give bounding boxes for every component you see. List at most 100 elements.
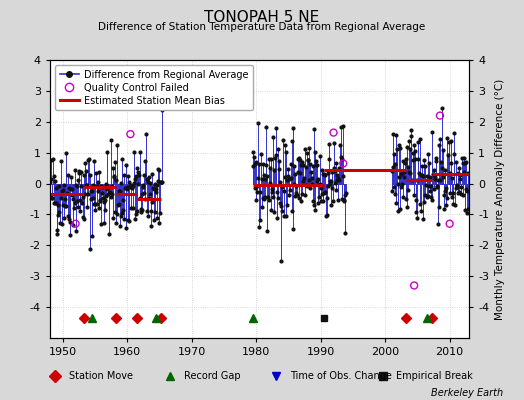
Point xyxy=(439,147,447,153)
Point xyxy=(69,222,78,228)
Point xyxy=(401,156,410,162)
Point xyxy=(455,189,463,196)
Point xyxy=(270,208,279,215)
Point xyxy=(115,223,124,230)
Point xyxy=(128,183,137,190)
Point xyxy=(453,184,461,190)
Point xyxy=(296,170,304,176)
Point xyxy=(269,194,277,200)
Point xyxy=(450,130,458,136)
Point xyxy=(82,182,91,188)
Point xyxy=(432,155,440,161)
Point xyxy=(104,191,113,198)
Point xyxy=(116,212,125,219)
Point xyxy=(276,200,284,206)
Point xyxy=(278,184,286,190)
Point xyxy=(322,213,330,220)
Point xyxy=(117,179,125,186)
Point xyxy=(300,174,308,181)
Point xyxy=(93,201,101,208)
Point xyxy=(113,211,122,218)
Point xyxy=(452,185,460,192)
Point xyxy=(293,156,302,163)
Point xyxy=(84,156,92,163)
Point xyxy=(108,215,117,221)
Point xyxy=(104,184,112,190)
Point xyxy=(288,208,297,214)
Point xyxy=(123,184,132,190)
Point xyxy=(409,142,418,148)
Point xyxy=(147,208,155,214)
Point xyxy=(319,198,327,204)
Point xyxy=(331,180,339,186)
Point xyxy=(142,131,150,137)
Point xyxy=(388,168,396,174)
Point xyxy=(429,170,437,177)
Point xyxy=(53,202,62,208)
Point xyxy=(81,160,89,167)
Point xyxy=(118,206,127,213)
Point xyxy=(136,206,145,212)
Point xyxy=(451,201,459,208)
Point xyxy=(48,195,56,201)
Point xyxy=(58,188,66,194)
Point xyxy=(323,195,331,202)
Point xyxy=(414,139,423,145)
Point xyxy=(63,190,71,196)
Point xyxy=(320,190,329,196)
Point xyxy=(427,183,435,190)
Point xyxy=(148,199,156,206)
Point xyxy=(425,188,434,195)
Point xyxy=(49,156,57,162)
Point xyxy=(258,195,267,201)
Point xyxy=(272,152,280,158)
Point xyxy=(134,169,142,175)
Point xyxy=(150,186,158,192)
Point xyxy=(266,165,275,171)
Point xyxy=(461,207,469,214)
Point xyxy=(74,167,83,174)
Point xyxy=(324,141,333,147)
Point xyxy=(121,216,129,223)
Point xyxy=(55,209,63,216)
Point xyxy=(323,182,332,189)
Point xyxy=(319,171,328,178)
Point xyxy=(431,158,440,164)
Point xyxy=(270,167,278,174)
Point xyxy=(315,153,324,160)
Point xyxy=(277,202,286,209)
Point xyxy=(94,188,102,194)
Point xyxy=(136,195,144,201)
Point xyxy=(427,194,435,200)
Point xyxy=(47,176,55,182)
Point xyxy=(259,160,267,167)
Point xyxy=(120,172,128,178)
Point xyxy=(444,152,452,158)
Point xyxy=(426,174,434,180)
Point xyxy=(62,203,70,209)
Point xyxy=(305,160,314,167)
Point xyxy=(46,193,54,199)
Point xyxy=(453,190,462,196)
Point xyxy=(435,204,443,210)
Point xyxy=(454,170,462,176)
Point xyxy=(421,163,429,170)
Point xyxy=(342,190,350,197)
Point xyxy=(268,189,277,196)
Point xyxy=(66,232,74,238)
Point xyxy=(285,176,293,182)
Point xyxy=(416,136,424,142)
Point xyxy=(126,131,135,137)
Point xyxy=(338,156,346,162)
Point xyxy=(253,189,261,196)
Point xyxy=(78,168,86,175)
Point xyxy=(441,188,450,194)
Point xyxy=(311,207,319,214)
Point xyxy=(133,207,141,214)
Point xyxy=(144,213,152,219)
Legend: Difference from Regional Average, Quality Control Failed, Estimated Station Mean: Difference from Regional Average, Qualit… xyxy=(54,65,253,110)
Point xyxy=(438,164,446,171)
Point xyxy=(63,212,72,219)
Point xyxy=(418,172,427,178)
Point xyxy=(329,198,337,204)
